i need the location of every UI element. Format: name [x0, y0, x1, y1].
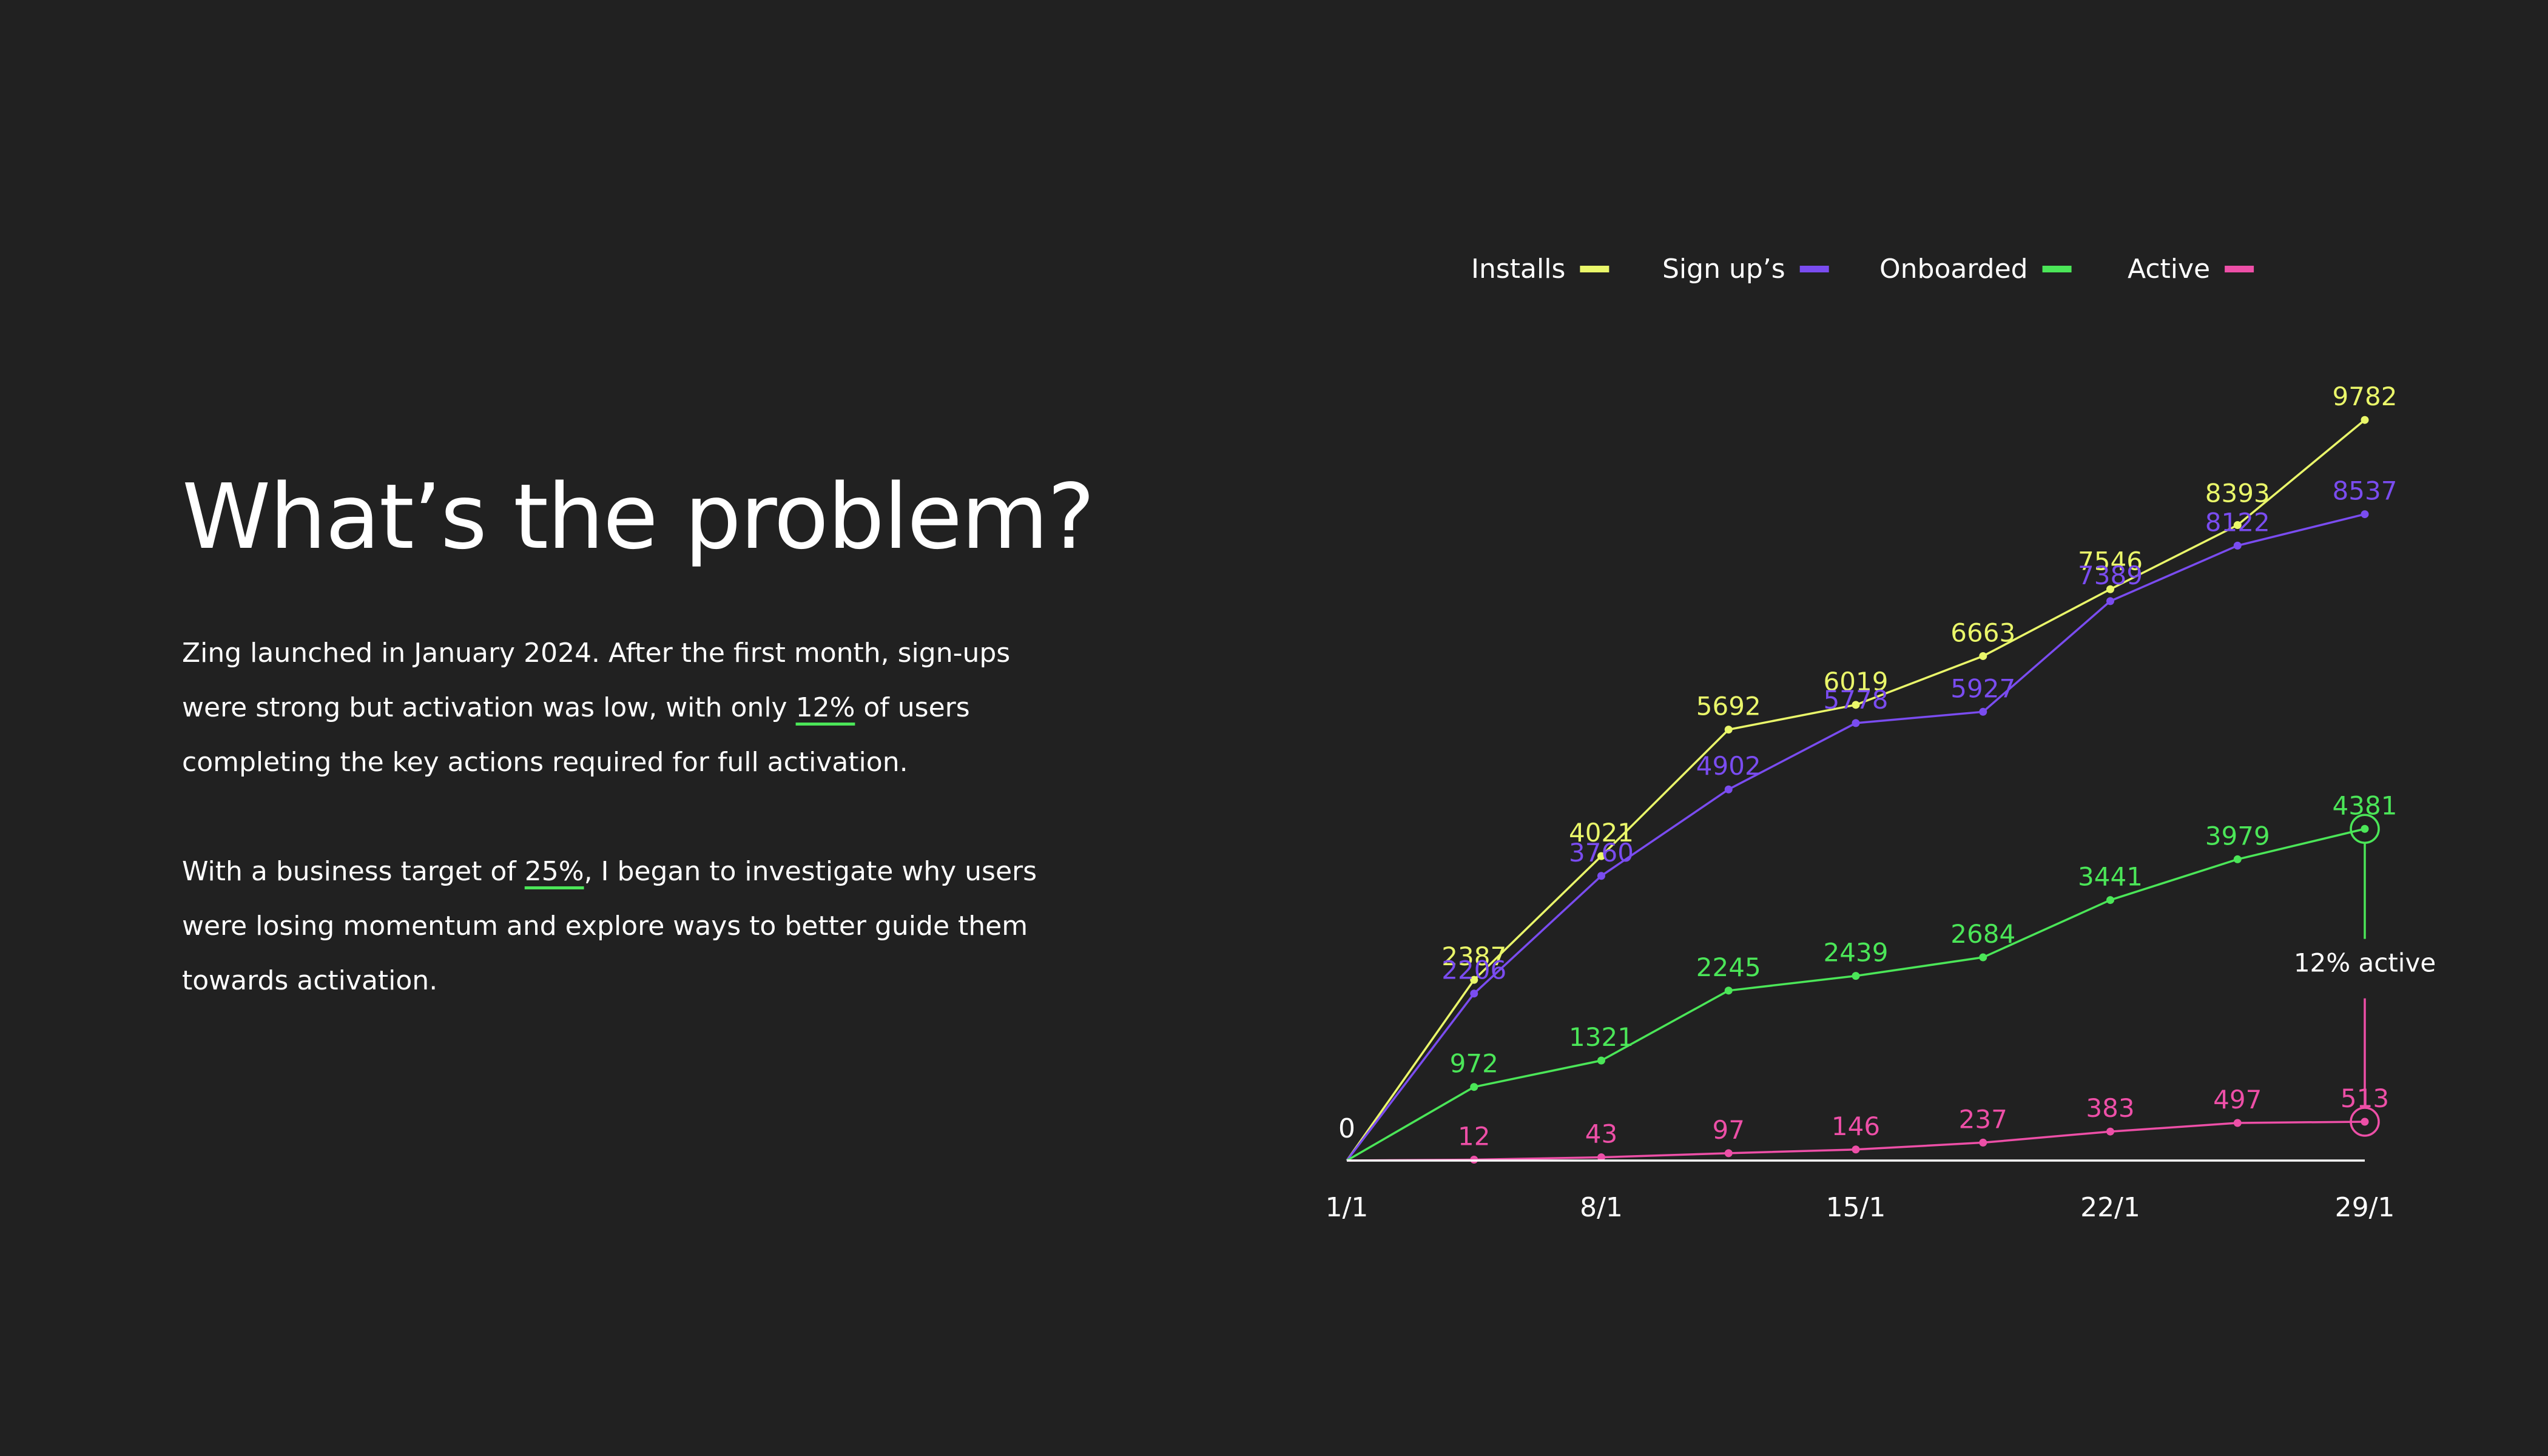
data-label-onboarded: 2684 — [1950, 919, 2015, 949]
data-point-installs — [2106, 585, 2114, 593]
data-label-sign-up-s: 4902 — [1696, 751, 1761, 781]
data-point-active — [1724, 1149, 1733, 1158]
series-installs: 2387 4021 5692 6019 6663 7546 8393 9782 — [1346, 382, 2398, 1162]
data-label-installs: 7546 — [2078, 546, 2143, 576]
data-point-onboarded — [1852, 972, 1860, 980]
data-label-onboarded: 1321 — [1569, 1022, 1634, 1052]
annotation-label: 12% active — [2294, 948, 2436, 978]
x-tick-label: 15/1 — [1826, 1192, 1886, 1223]
annotation-layer: 12% active — [2294, 814, 2436, 1137]
series-active: 12 43 97 146 237 383 497 513 — [1346, 1084, 2389, 1164]
x-tick-label: 8/1 — [1580, 1192, 1623, 1223]
data-point-sign-up-s — [1597, 872, 1605, 880]
x-tick-label: 1/1 — [1326, 1192, 1369, 1223]
data-label-sign-up-s: 8537 — [2333, 476, 2398, 506]
data-point-sign-up-s — [1724, 785, 1733, 794]
data-point-installs — [1979, 652, 1987, 660]
intro-text-start: Zing launched in January 2024. After the… — [182, 638, 1011, 723]
data-label-installs: 4021 — [1569, 818, 1634, 848]
data-point-active — [2361, 1117, 2369, 1126]
data-label-active: 97 — [1713, 1115, 1745, 1145]
data-point-onboarded — [1470, 1083, 1478, 1091]
data-point-onboarded — [1724, 986, 1733, 995]
data-label-installs: 9782 — [2333, 382, 2398, 411]
target-text-start: With a business target of — [182, 856, 525, 887]
data-label-installs: 5692 — [1696, 692, 1761, 721]
data-label-installs: 6663 — [1950, 618, 2015, 647]
series-layer: 2387 4021 5692 6019 6663 7546 8393 9782 2206 3760… — [1346, 382, 2398, 1164]
data-label-active: 12 — [1458, 1122, 1490, 1151]
data-point-sign-up-s — [1470, 989, 1478, 998]
data-point-installs — [1724, 726, 1733, 734]
data-label-sign-up-s: 2206 — [1441, 956, 1506, 985]
data-label-onboarded: 972 — [1450, 1049, 1498, 1079]
data-label-active: 237 — [1959, 1104, 2007, 1134]
data-point-onboarded — [1597, 1056, 1605, 1065]
data-point-active — [2106, 1127, 2114, 1136]
x-axis: 1/1 8/1 15/1 22/1 29/1 0 — [1326, 1113, 2395, 1223]
data-point-active — [2233, 1119, 2242, 1127]
data-point-onboarded — [2106, 896, 2114, 905]
legend-swatch-installs — [1580, 266, 1609, 272]
data-point-sign-up-s — [2106, 597, 2114, 605]
data-label-active: 146 — [1832, 1111, 1880, 1141]
legend-swatch-sign-up-s — [1799, 266, 1829, 272]
data-label-sign-up-s: 7389 — [2078, 561, 2143, 590]
data-point-installs — [1852, 701, 1860, 709]
data-label-active: 383 — [2086, 1093, 2134, 1123]
data-label-sign-up-s: 3760 — [1569, 838, 1634, 868]
data-point-sign-up-s — [2361, 510, 2369, 519]
legend-swatch-onboarded — [2042, 266, 2072, 272]
legend-swatch-active — [2225, 266, 2254, 272]
data-label-active: 497 — [2213, 1085, 2262, 1114]
data-label-sign-up-s: 8122 — [2205, 507, 2270, 537]
data-point-installs — [1470, 976, 1478, 984]
data-point-onboarded — [1979, 953, 1987, 962]
legend-label-sign-up-s: Sign up’s — [1662, 254, 1785, 285]
x-tick-label: 22/1 — [2080, 1192, 2140, 1223]
intro-text-end: of users completing the key actions requ… — [182, 692, 970, 778]
target-rate-highlight: 25% — [524, 856, 584, 887]
data-point-sign-up-s — [1979, 707, 1987, 716]
data-label-installs: 6019 — [1824, 667, 1889, 696]
data-label-onboarded: 2245 — [1696, 952, 1761, 982]
data-point-onboarded — [2361, 824, 2369, 833]
data-label-onboarded: 3441 — [2078, 862, 2143, 892]
data-label-sign-up-s: 5927 — [1950, 673, 2015, 703]
target-text-end: , I began to investigate why users were … — [182, 856, 1037, 996]
data-label-installs: 2387 — [1441, 942, 1506, 971]
data-label-sign-up-s: 5778 — [1824, 685, 1889, 715]
origin-label: 0 — [1338, 1113, 1355, 1144]
intro-paragraph: Zing launched in January 2024. After the… — [182, 626, 1043, 790]
chart-legend: Installs Sign up’s Onboarded Active — [1471, 254, 2254, 285]
data-label-onboarded: 2439 — [1824, 938, 1889, 968]
data-point-installs — [2233, 521, 2242, 530]
data-point-active — [1979, 1138, 1987, 1147]
legend-label-installs: Installs — [1471, 254, 1565, 285]
data-label-installs: 8393 — [2205, 479, 2270, 508]
x-tick-label: 29/1 — [2335, 1192, 2395, 1223]
data-point-installs — [2361, 416, 2369, 424]
target-paragraph: With a business target of 25%, I began t… — [182, 844, 1043, 1008]
legend-label-onboarded: Onboarded — [1879, 254, 2028, 285]
data-point-sign-up-s — [1852, 719, 1860, 727]
series-sign-up-s: 2206 3760 4902 5778 5927 7389 8122 8537 — [1346, 476, 2398, 1162]
data-point-active — [1597, 1153, 1605, 1162]
data-label-onboarded: 3979 — [2205, 821, 2270, 851]
data-point-sign-up-s — [2233, 541, 2242, 550]
page-title: What’s the problem? — [182, 465, 1095, 569]
data-point-onboarded — [2233, 855, 2242, 863]
activation-rate-highlight: 12% — [795, 692, 855, 723]
data-point-active — [1852, 1145, 1860, 1154]
data-label-active: 43 — [1585, 1119, 1617, 1149]
legend-label-active: Active — [2128, 254, 2210, 285]
data-point-installs — [1597, 852, 1605, 860]
